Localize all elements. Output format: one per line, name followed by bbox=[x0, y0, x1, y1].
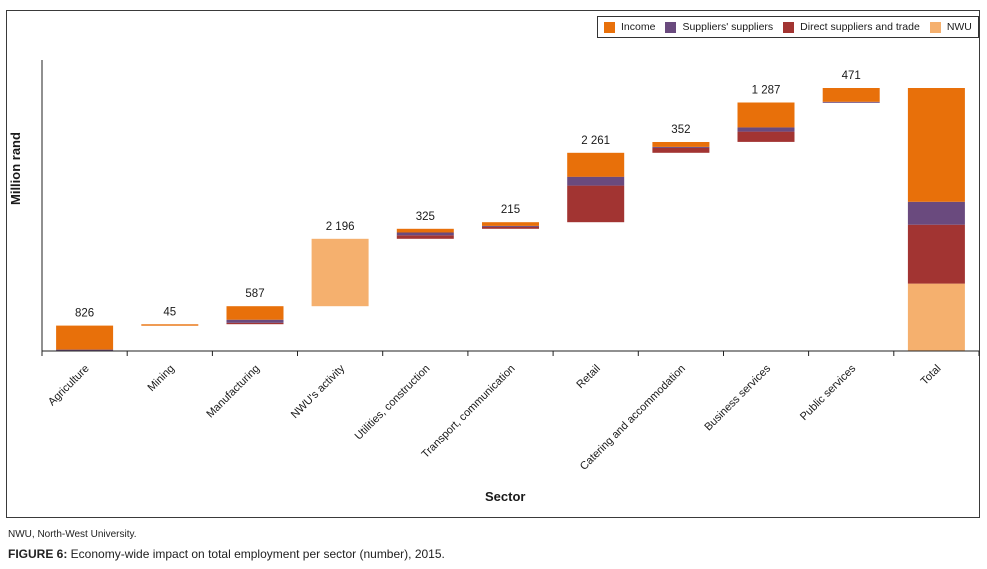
legend-item-nwu: NWU bbox=[929, 21, 972, 33]
bar-mining-income bbox=[141, 324, 199, 326]
value-label-mining: 45 bbox=[163, 306, 176, 318]
bars-group bbox=[56, 88, 965, 351]
value-label-utilities-construction: 325 bbox=[416, 211, 435, 223]
value-label-nwu-s-activity: 2 196 bbox=[326, 221, 355, 233]
bar-manufacturing-income bbox=[226, 306, 284, 320]
value-label-public-services: 471 bbox=[842, 70, 861, 82]
legend-item-direct-suppliers-and-trade: Direct suppliers and trade bbox=[783, 21, 920, 33]
legend-swatch-nwu bbox=[929, 21, 941, 33]
x-tick-label-retail: Retail bbox=[574, 363, 602, 391]
bar-utilities-construction-suppliers-suppliers bbox=[396, 232, 454, 236]
bar-catering-and-accommodation-income bbox=[652, 142, 710, 147]
x-tick-label-mining: Mining bbox=[146, 363, 177, 394]
chart-frame bbox=[6, 10, 980, 518]
bar-agriculture-income bbox=[56, 325, 114, 350]
legend-label-nwu: NWU bbox=[946, 21, 972, 33]
axes-group bbox=[41, 60, 980, 356]
bar-public-services-income bbox=[822, 88, 880, 102]
bar-manufacturing-suppliers-suppliers bbox=[226, 319, 284, 323]
figure-label: FIGURE 6: bbox=[8, 547, 68, 561]
value-label-agriculture: 826 bbox=[75, 308, 94, 320]
y-axis-label: Million rand bbox=[8, 132, 23, 205]
bar-business-services-suppliers-suppliers bbox=[737, 127, 795, 132]
figure-caption-text: Economy-wide impact on total employment … bbox=[67, 547, 445, 561]
legend-item-suppliers-suppliers: Suppliers' suppliers bbox=[665, 21, 773, 33]
bar-public-services-suppliers-suppliers bbox=[822, 101, 880, 103]
value-label-retail: 2 261 bbox=[581, 135, 610, 147]
bar-catering-and-accommodation-suppliers-suppliers bbox=[652, 146, 710, 148]
x-tick-labels-group: Agriculture Mining Manufacturing NWU's acti… bbox=[46, 362, 943, 472]
bar-total-nwu bbox=[907, 283, 965, 351]
bar-utilities-construction-direct-suppliers-and-trade bbox=[396, 235, 454, 239]
bar-transport-communication-suppliers-suppliers bbox=[482, 225, 539, 227]
bar-agriculture-suppliers-suppliers bbox=[56, 349, 114, 351]
legend-swatch-income bbox=[604, 21, 615, 33]
bar-total-suppliers-suppliers bbox=[907, 201, 965, 225]
bar-catering-and-accommodation-direct-suppliers-and-trade bbox=[652, 147, 710, 153]
bar-utilities-construction-income bbox=[396, 228, 454, 233]
bar-total-direct-suppliers-and-trade bbox=[907, 224, 965, 284]
x-axis-label: Sector bbox=[485, 489, 526, 504]
bar-transport-communication-income bbox=[482, 222, 539, 226]
x-tick-label-business-services: Business services bbox=[702, 362, 773, 433]
legend-swatch-direct-suppliers-and-trade bbox=[783, 21, 795, 33]
legend: Income Suppliers' suppliers Direct supplie… bbox=[597, 16, 979, 38]
value-labels-group: 826 45 587 2 196 325 215 2 261 352 1 287 471 bbox=[75, 70, 861, 320]
bar-retail-income bbox=[567, 152, 625, 177]
legend-label-income: Income bbox=[621, 21, 656, 33]
x-tick-label-agriculture: Agriculture bbox=[46, 363, 92, 409]
bar-retail-direct-suppliers-and-trade bbox=[567, 185, 625, 223]
x-tick-label-total: Total bbox=[919, 363, 944, 388]
x-tick-label-utilities-construction: Utilities, construction bbox=[353, 363, 433, 443]
x-tick-label-nwu-s-activity: NWU's activity bbox=[289, 362, 348, 421]
value-label-transport-communication: 215 bbox=[501, 204, 520, 216]
legend-label-suppliers-suppliers: Suppliers' suppliers bbox=[682, 21, 774, 33]
legend-item-income: Income bbox=[604, 21, 655, 33]
x-tick-label-public-services: Public services bbox=[798, 362, 859, 423]
x-tick-label-transport-communication: Transport, communication bbox=[419, 363, 517, 461]
legend-swatch-suppliers-suppliers bbox=[665, 21, 677, 33]
bar-manufacturing-direct-suppliers-and-trade bbox=[226, 322, 284, 325]
bar-retail-suppliers-suppliers bbox=[567, 176, 625, 186]
abbreviation-note: NWU, North-West University. bbox=[8, 529, 137, 540]
bar-business-services-direct-suppliers-and-trade bbox=[737, 131, 795, 142]
bar-transport-communication-direct-suppliers-and-trade bbox=[482, 226, 539, 229]
x-tick-label-manufacturing: Manufacturing bbox=[204, 363, 262, 421]
value-label-catering-and-accommodation: 352 bbox=[671, 124, 690, 136]
value-label-business-services: 1 287 bbox=[752, 85, 781, 97]
value-label-manufacturing: 587 bbox=[245, 288, 264, 300]
figure-caption: FIGURE 6: Economy-wide impact on total e… bbox=[8, 547, 445, 561]
legend-label-direct-suppliers-and-trade: Direct suppliers and trade bbox=[800, 21, 920, 33]
bar-nwu-s-activity-nwu bbox=[311, 238, 369, 307]
bar-total-income bbox=[907, 88, 965, 202]
bar-business-services-income bbox=[737, 102, 795, 128]
